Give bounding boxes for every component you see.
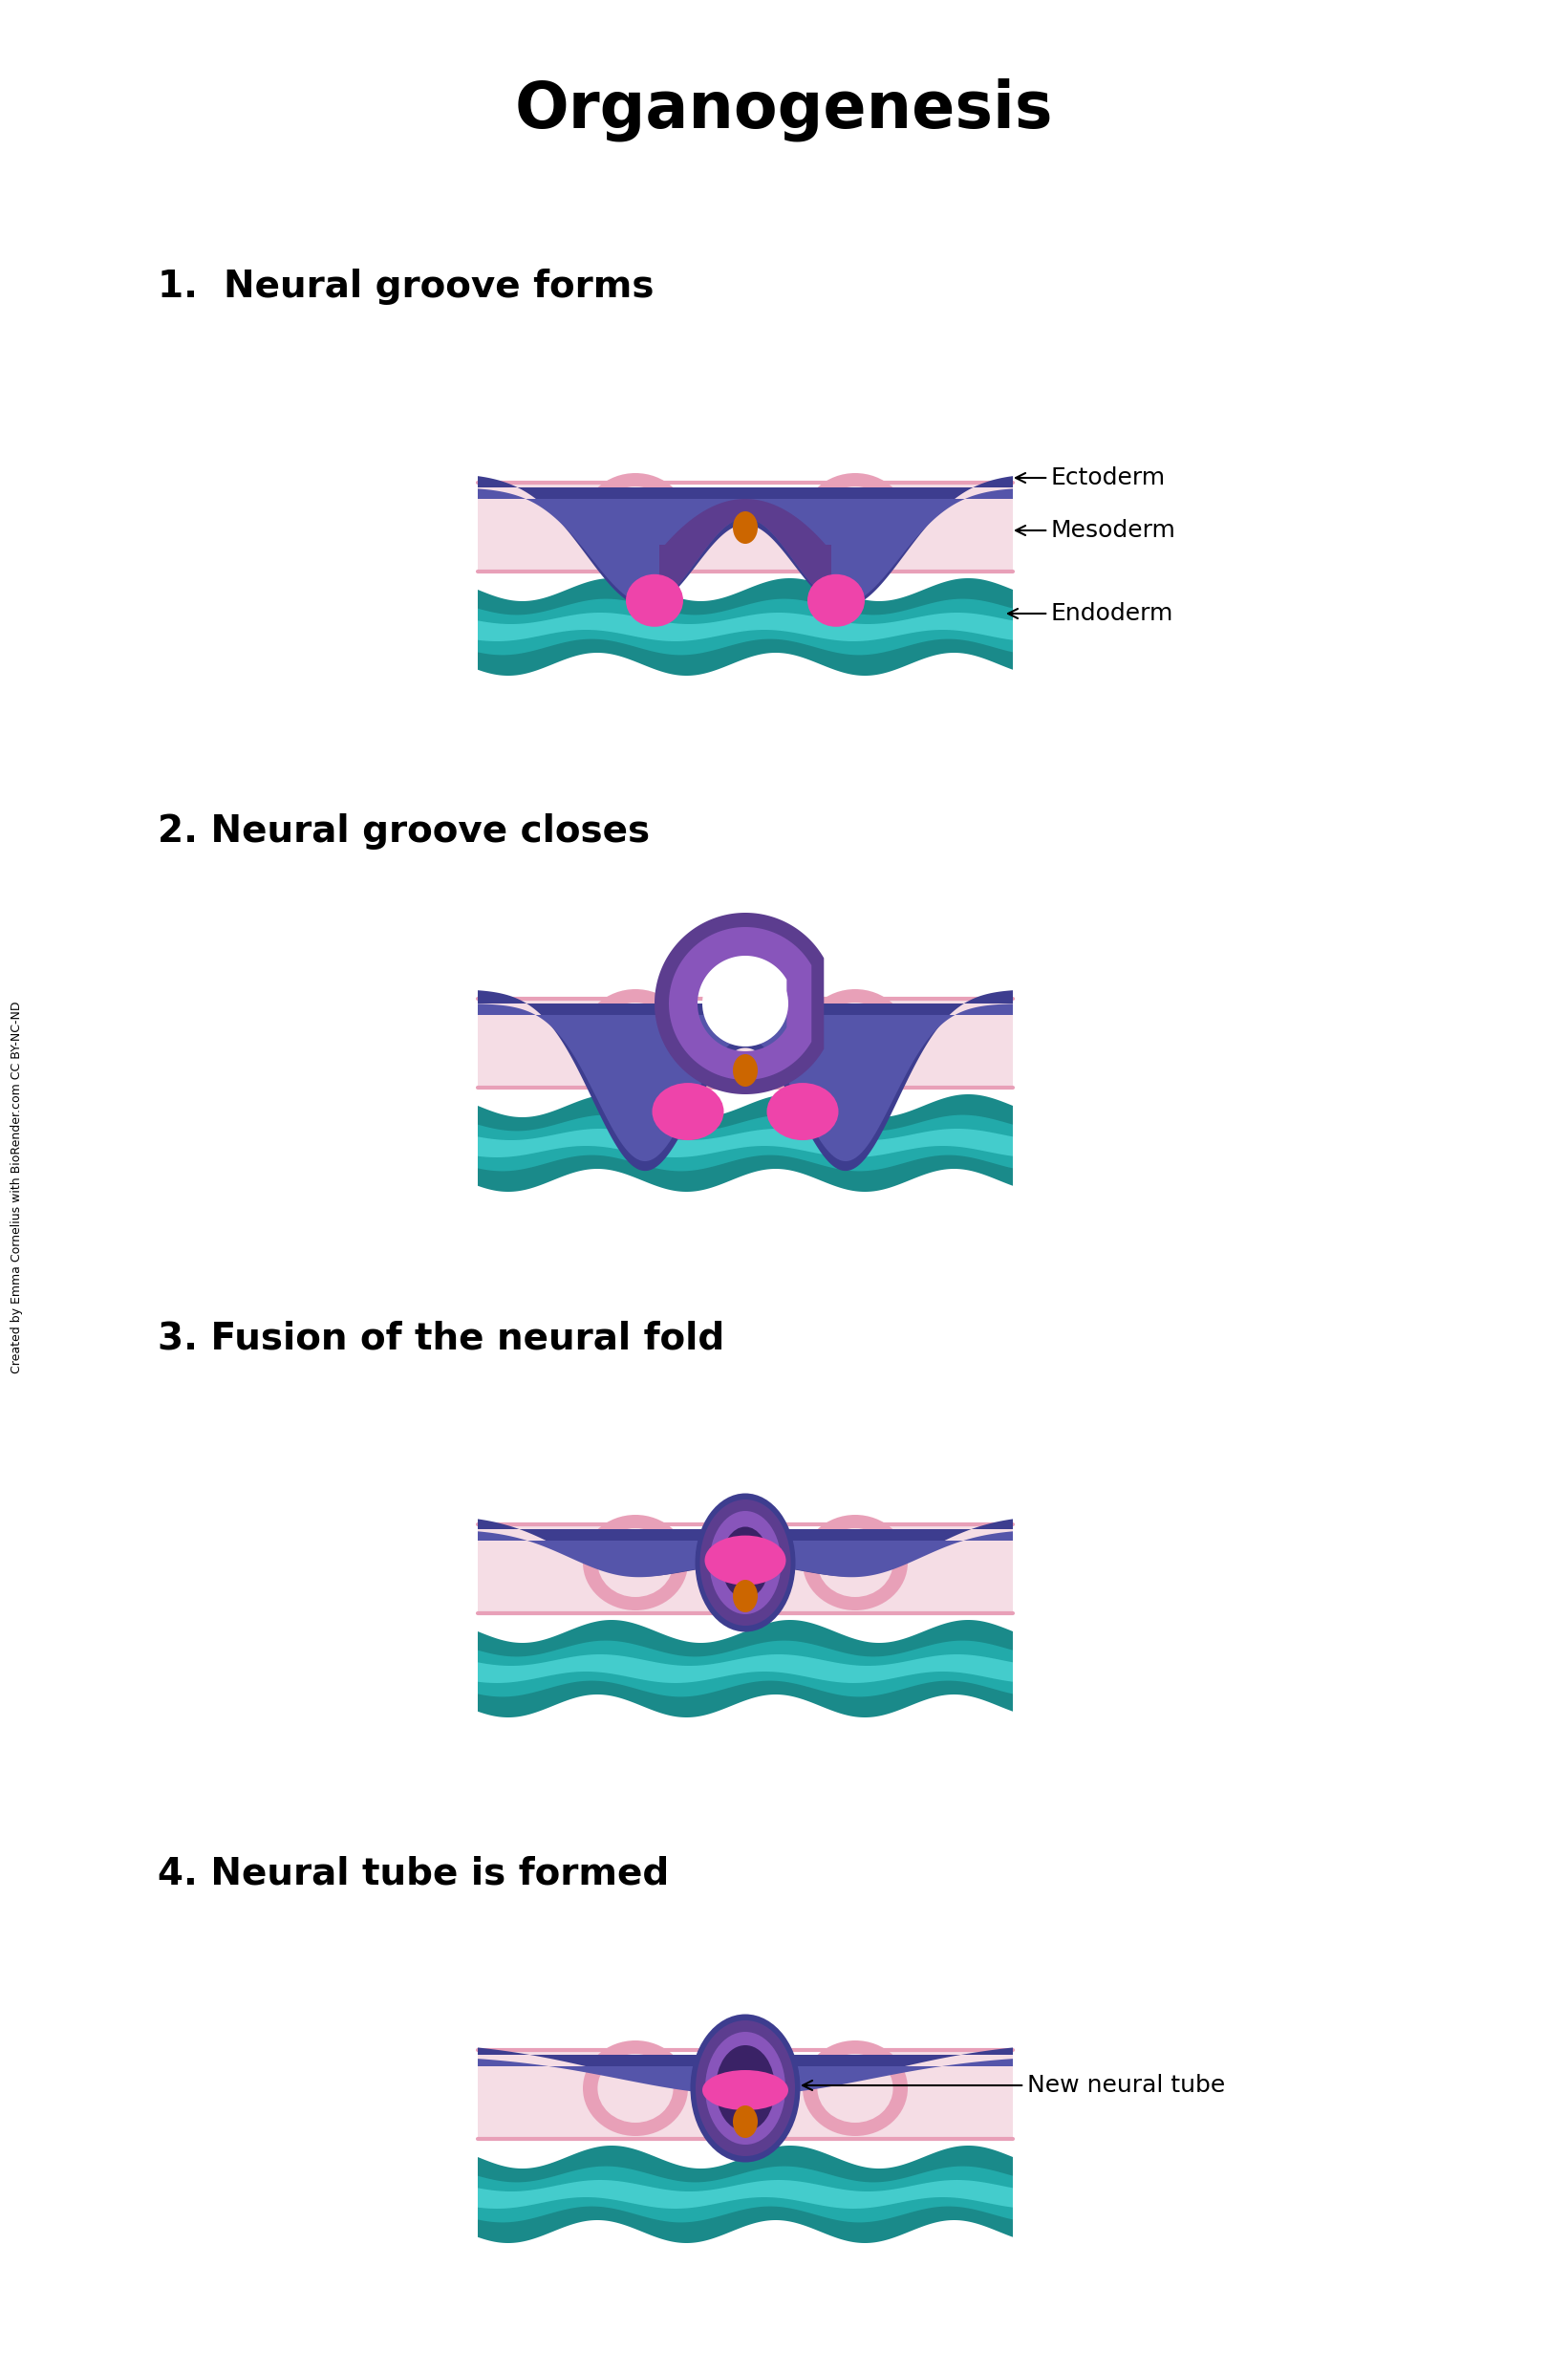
Ellipse shape	[709, 1510, 781, 1614]
Polygon shape	[478, 1619, 1013, 1716]
Ellipse shape	[597, 2054, 673, 2122]
Polygon shape	[478, 1524, 1013, 1614]
Ellipse shape	[583, 1515, 688, 1610]
Ellipse shape	[767, 1083, 839, 1140]
Ellipse shape	[690, 2013, 800, 2163]
Ellipse shape	[808, 575, 864, 627]
Ellipse shape	[803, 1515, 908, 1610]
Ellipse shape	[702, 2070, 789, 2110]
Text: Mesoderm: Mesoderm	[1016, 520, 1176, 541]
Text: 2. Neural groove closes: 2. Neural groove closes	[158, 814, 649, 850]
Text: 1.  Neural groove forms: 1. Neural groove forms	[158, 268, 654, 304]
Ellipse shape	[704, 1536, 786, 1586]
Polygon shape	[478, 2046, 1013, 2094]
Ellipse shape	[803, 2042, 908, 2137]
Polygon shape	[478, 1519, 1013, 1576]
Ellipse shape	[695, 1493, 795, 1631]
Polygon shape	[478, 2165, 1013, 2222]
Ellipse shape	[732, 2106, 757, 2139]
Ellipse shape	[732, 510, 757, 544]
Polygon shape	[478, 1640, 1013, 1697]
Ellipse shape	[732, 1579, 757, 1612]
Ellipse shape	[583, 472, 688, 570]
Ellipse shape	[803, 990, 908, 1085]
Polygon shape	[478, 990, 1013, 1170]
Polygon shape	[478, 482, 1013, 575]
Text: Ectoderm: Ectoderm	[1016, 465, 1167, 489]
Polygon shape	[659, 499, 831, 601]
Polygon shape	[478, 1094, 1013, 1192]
Ellipse shape	[699, 1500, 790, 1626]
Ellipse shape	[817, 2054, 894, 2122]
Polygon shape	[478, 1531, 1013, 1576]
Polygon shape	[478, 1116, 1013, 1170]
Ellipse shape	[715, 2046, 775, 2132]
Polygon shape	[478, 1655, 1013, 1683]
Ellipse shape	[583, 990, 688, 1085]
Text: New neural tube: New neural tube	[803, 2075, 1225, 2096]
Ellipse shape	[583, 2042, 688, 2137]
Text: Endoderm: Endoderm	[1008, 603, 1174, 624]
Text: 4. Neural tube is formed: 4. Neural tube is formed	[158, 1854, 670, 1892]
Text: Created by Emma Cornelius with BioRender.com CC BY-NC-ND: Created by Emma Cornelius with BioRender…	[11, 1002, 24, 1372]
Polygon shape	[478, 2179, 1013, 2208]
Polygon shape	[478, 477, 1013, 608]
Polygon shape	[478, 2146, 1013, 2243]
Polygon shape	[478, 489, 1013, 603]
Ellipse shape	[626, 575, 684, 627]
Text: 3. Fusion of the neural fold: 3. Fusion of the neural fold	[158, 1320, 724, 1356]
Polygon shape	[478, 612, 1013, 641]
Text: Organogenesis: Organogenesis	[514, 78, 1052, 142]
Ellipse shape	[652, 1083, 724, 1140]
Ellipse shape	[706, 2032, 786, 2144]
Polygon shape	[670, 902, 812, 1080]
Polygon shape	[478, 598, 1013, 655]
Ellipse shape	[817, 1002, 894, 1071]
Polygon shape	[478, 2051, 1013, 2141]
Polygon shape	[478, 2058, 1013, 2094]
Ellipse shape	[597, 487, 673, 556]
Ellipse shape	[817, 1529, 894, 1598]
Ellipse shape	[597, 1002, 673, 1071]
Ellipse shape	[597, 1529, 673, 1598]
Polygon shape	[478, 579, 1013, 677]
Polygon shape	[654, 902, 823, 1094]
Ellipse shape	[696, 2020, 795, 2156]
Polygon shape	[478, 1128, 1013, 1159]
Ellipse shape	[817, 487, 894, 556]
Ellipse shape	[702, 961, 789, 1047]
Ellipse shape	[732, 1054, 757, 1087]
Ellipse shape	[721, 1526, 770, 1598]
Polygon shape	[478, 1004, 1013, 1161]
Ellipse shape	[803, 472, 908, 570]
Polygon shape	[478, 999, 1013, 1090]
